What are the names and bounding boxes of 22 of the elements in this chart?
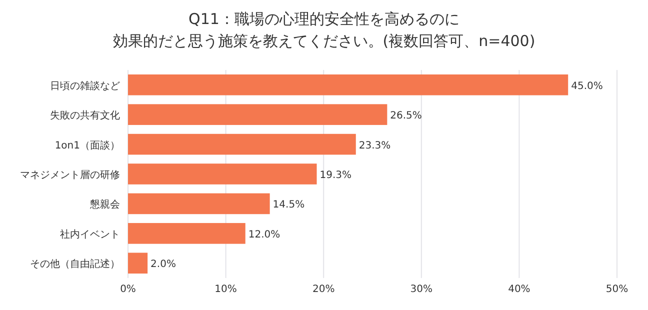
- y-tick-label: その他（自由記述）: [30, 258, 120, 270]
- y-tick-label: マネジメント層の研修: [20, 170, 120, 181]
- data-label: 12.0%: [248, 229, 280, 240]
- x-tick-label: 0%: [120, 284, 136, 295]
- x-tick-label: 20%: [312, 284, 335, 295]
- y-tick-label: 1on1（面談）: [54, 139, 120, 152]
- data-label: 45.0%: [571, 80, 603, 92]
- data-label: 14.5%: [272, 200, 305, 211]
- y-tick-label: 社内イベント: [60, 228, 120, 240]
- title: Q11：職場の心理的安全性を高めるのに: [188, 10, 460, 28]
- x-tick-label: 50%: [606, 284, 628, 295]
- x-tick-label: 40%: [508, 284, 530, 295]
- data-label: 2.0%: [150, 259, 176, 270]
- y-tick-label: 懇親会: [89, 198, 120, 211]
- data-label: 26.5%: [390, 110, 422, 122]
- y-tick-label: 失敗の共有文化: [50, 110, 120, 122]
- subtitle: 効果的だと思う施策を教えてください。(複数回答可、n=400): [112, 32, 536, 50]
- y-tick-label: 日頃の雑談など: [50, 80, 120, 92]
- data-label: 19.3%: [320, 170, 352, 181]
- data-label: 23.3%: [358, 140, 391, 152]
- x-tick-label: 10%: [214, 284, 237, 295]
- x-tick-label: 30%: [410, 284, 433, 295]
